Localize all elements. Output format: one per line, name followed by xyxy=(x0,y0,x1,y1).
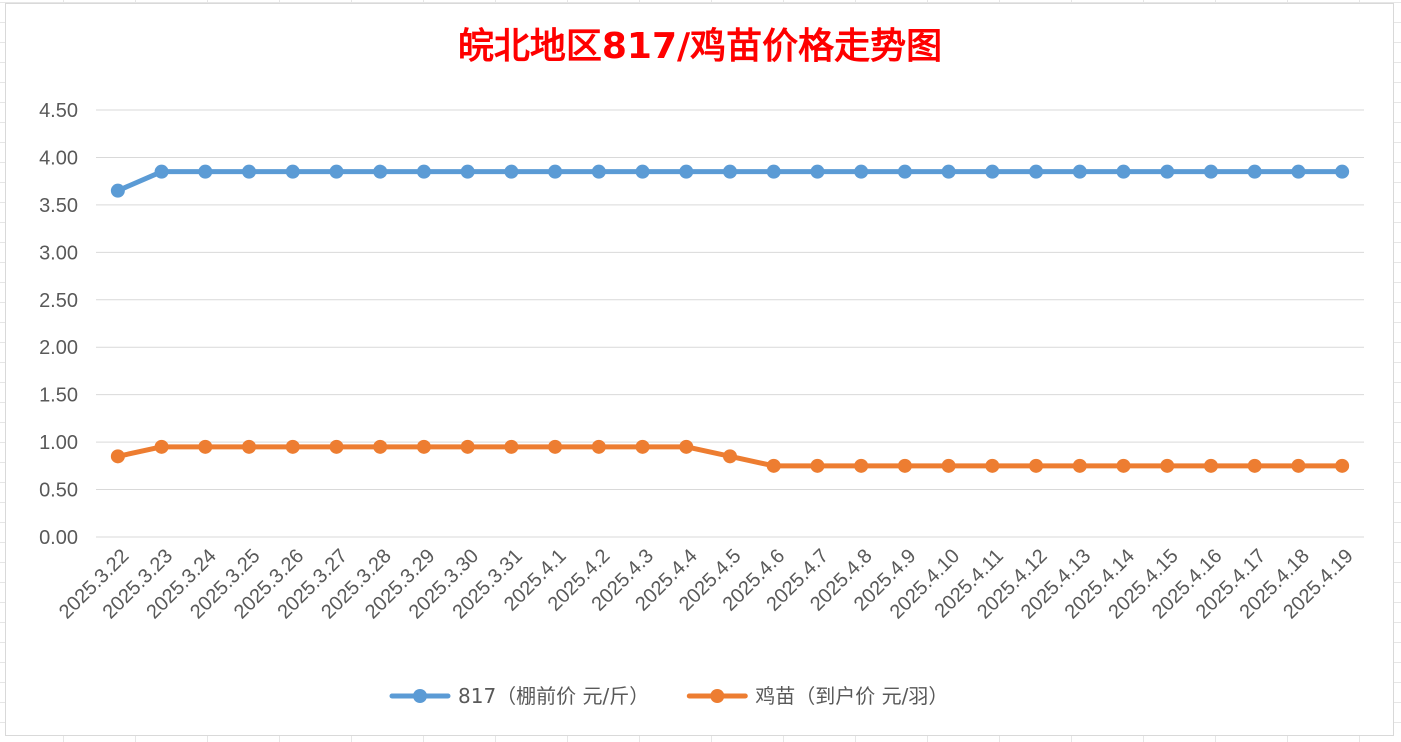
data-point xyxy=(591,439,606,454)
series-2 xyxy=(110,439,1350,473)
data-point xyxy=(1160,458,1175,473)
y-tick-label: 4.50 xyxy=(39,100,78,122)
data-point xyxy=(110,183,125,198)
data-point xyxy=(1247,164,1262,179)
data-point xyxy=(242,164,257,179)
data-point xyxy=(1335,458,1350,473)
chart-area[interactable] xyxy=(5,3,1394,736)
data-point xyxy=(766,164,781,179)
data-point xyxy=(154,439,169,454)
data-point xyxy=(285,439,300,454)
data-point xyxy=(1247,458,1262,473)
data-point xyxy=(154,164,169,179)
data-point xyxy=(1291,458,1306,473)
data-point xyxy=(810,458,825,473)
data-point xyxy=(985,164,1000,179)
data-point xyxy=(591,164,606,179)
data-point xyxy=(460,439,475,454)
y-tick-label: 3.50 xyxy=(39,195,78,217)
data-point xyxy=(198,164,213,179)
legend-item-1: 817（棚前价 元/斤） xyxy=(389,684,649,708)
data-point xyxy=(329,164,344,179)
data-point xyxy=(985,458,1000,473)
data-point xyxy=(1160,164,1175,179)
data-point xyxy=(285,164,300,179)
data-point xyxy=(941,458,956,473)
data-point xyxy=(1029,458,1044,473)
data-point xyxy=(504,439,519,454)
data-point xyxy=(679,164,694,179)
y-tick-label: 4.00 xyxy=(39,147,78,169)
data-point xyxy=(1116,458,1131,473)
data-point xyxy=(1072,164,1087,179)
data-point xyxy=(198,439,213,454)
y-tick-label: 0.50 xyxy=(39,480,78,502)
chart-title: 皖北地区817/鸡苗价格走势图 xyxy=(458,26,942,67)
series-1 xyxy=(110,164,1350,198)
data-point xyxy=(1116,164,1131,179)
data-point xyxy=(373,439,388,454)
legend-label: 鸡苗（到户价 元/羽） xyxy=(755,684,948,708)
y-axis-labels: 0.00 0.50 1.00 1.50 2.00 2.50 3.00 3.50 4.00 4.50 xyxy=(39,100,78,549)
data-point xyxy=(635,164,650,179)
data-point xyxy=(504,164,519,179)
series-layer xyxy=(110,164,1350,473)
data-point xyxy=(723,449,737,464)
data-point xyxy=(679,439,694,454)
data-point xyxy=(635,439,650,454)
data-point xyxy=(548,439,563,454)
y-tick-label: 2.00 xyxy=(39,337,78,359)
legend-swatch-marker xyxy=(413,689,427,703)
data-point xyxy=(548,164,563,179)
data-point xyxy=(416,439,431,454)
data-point xyxy=(242,439,257,454)
data-point xyxy=(1203,458,1218,473)
data-point xyxy=(373,164,388,179)
y-tick-label: 1.00 xyxy=(39,432,78,454)
data-point xyxy=(897,458,912,473)
data-point xyxy=(766,458,781,473)
gridlines xyxy=(96,109,1364,538)
data-point xyxy=(854,458,869,473)
legend: 817（棚前价 元/斤） 鸡苗（到户价 元/羽） xyxy=(389,684,948,708)
legend-swatch-marker xyxy=(710,689,725,703)
y-tick-label: 1.50 xyxy=(39,385,78,407)
data-point xyxy=(460,164,475,179)
data-point xyxy=(1203,164,1218,179)
data-point xyxy=(1072,458,1087,473)
data-point xyxy=(941,164,956,179)
data-point xyxy=(1291,164,1306,179)
data-point xyxy=(110,449,125,464)
data-point xyxy=(810,164,825,179)
data-point xyxy=(897,164,912,179)
data-point xyxy=(854,164,869,179)
data-point xyxy=(723,164,737,179)
data-point xyxy=(416,164,431,179)
x-axis-labels: 2025.3.222025.3.232025.3.242025.3.252025… xyxy=(55,545,1358,623)
data-point xyxy=(1335,164,1350,179)
data-point xyxy=(329,439,344,454)
legend-label: 817（棚前价 元/斤） xyxy=(458,684,649,708)
data-point xyxy=(1029,164,1044,179)
y-tick-label: 2.50 xyxy=(39,290,78,312)
y-tick-label: 0.00 xyxy=(39,527,78,549)
y-tick-label: 3.00 xyxy=(39,242,78,264)
legend-item-2: 鸡苗（到户价 元/羽） xyxy=(686,684,948,708)
